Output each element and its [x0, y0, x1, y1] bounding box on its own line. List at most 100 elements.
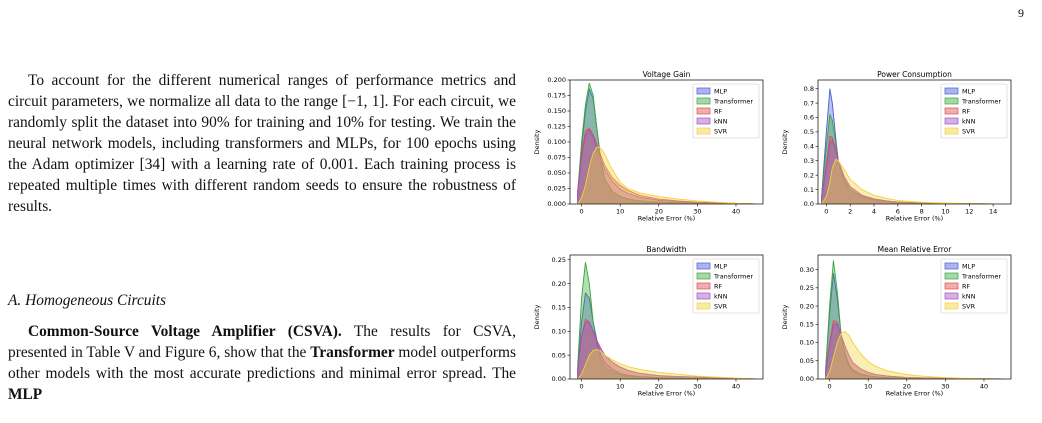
legend-swatch-transformer [944, 272, 959, 280]
legend-label-transformer: Transformer [961, 273, 1001, 281]
legend-swatch-rf [696, 107, 711, 115]
x-tick-label: 30 [693, 208, 701, 216]
legend: MLP Transformer RF kNN SVR [692, 258, 760, 314]
y-tick-label: 0.30 [800, 266, 814, 274]
legend-label-knn: kNN [714, 293, 728, 301]
y-tick-label: 0.2 [804, 171, 814, 179]
x-tick-label: 10 [864, 383, 872, 391]
legend-swatch-svr [696, 127, 711, 135]
y-tick-label: 0.20 [552, 280, 566, 288]
csva-bold-mlp: MLP [8, 386, 43, 403]
x-axis-label: Relative Error (%) [638, 215, 695, 223]
legend: MLP Transformer RF kNN SVR [940, 83, 1008, 139]
legend-swatch-svr [944, 127, 959, 135]
x-tick-label: 40 [732, 208, 740, 216]
subplot-title: Power Consumption [877, 70, 952, 79]
y-tick-label: 0.6 [804, 114, 814, 122]
series-group [825, 260, 1004, 379]
legend-label-mlp: MLP [962, 263, 975, 271]
y-tick-label: 0.15 [800, 320, 814, 328]
legend-box [692, 258, 760, 314]
legend-swatch-transformer [696, 272, 711, 280]
x-tick-label: 20 [655, 383, 663, 391]
y-tick-label: 0.000 [547, 200, 566, 208]
x-tick-label: 6 [896, 208, 900, 216]
paragraph-normalization: To account for the different numerical r… [8, 72, 516, 215]
legend-swatch-rf [944, 282, 959, 290]
x-tick-label: 12 [965, 208, 973, 216]
subplot-2: Bandwidth 0 10 20 30 40 0.00 0.05 0.10 0.15 0.20 0.… [533, 245, 764, 398]
y-tick-label: 0.0 [804, 200, 814, 208]
legend-label-svr: SVR [962, 303, 976, 311]
subplot-3: Mean Relative Error 0 10 20 30 40 0.00 0.05 0.10… [781, 245, 1012, 398]
y-tick-label: 0.15 [552, 304, 566, 312]
figure-error-density: Voltage Gain 0 10 20 30 40 0.000 0.025 0.050 0.07… [530, 60, 1035, 418]
y-axis-label: Density [781, 304, 789, 329]
y-tick-label: 0.150 [547, 107, 566, 115]
density-area-knn [577, 321, 756, 379]
y-tick-label: 0.100 [547, 138, 566, 146]
x-tick-label: 10 [616, 208, 624, 216]
series-group [821, 88, 994, 204]
csva-text-2: model outperforms other models with the … [8, 344, 516, 382]
legend-label-transformer: Transformer [961, 98, 1001, 106]
y-tick-label: 0.1 [804, 186, 814, 194]
x-tick-label: 10 [616, 383, 624, 391]
legend-swatch-rf [944, 107, 959, 115]
legend-swatch-knn [696, 292, 711, 300]
legend-swatch-knn [696, 117, 711, 125]
subplot-title: Bandwidth [647, 245, 687, 254]
x-tick-label: 0 [580, 208, 584, 216]
subplot-title: Mean Relative Error [878, 245, 953, 254]
legend-label-rf: RF [962, 108, 971, 116]
y-tick-label: 0.05 [800, 357, 814, 365]
x-tick-label: 30 [693, 383, 701, 391]
series-group [577, 262, 756, 379]
legend: MLP Transformer RF kNN SVR [940, 258, 1008, 314]
legend-label-rf: RF [714, 283, 723, 291]
density-area-knn [577, 128, 756, 204]
y-tick-label: 0.25 [552, 256, 566, 264]
legend-label-knn: kNN [962, 293, 976, 301]
page-number: 9 [1018, 6, 1024, 20]
x-tick-label: 40 [732, 383, 740, 391]
legend-label-mlp: MLP [714, 88, 727, 96]
legend-swatch-svr [944, 302, 959, 310]
y-tick-label: 0.3 [804, 157, 814, 165]
x-tick-label: 20 [655, 208, 663, 216]
legend-swatch-mlp [944, 87, 959, 95]
y-tick-label: 0.20 [800, 302, 814, 310]
legend-label-svr: SVR [962, 128, 976, 136]
legend-box [940, 83, 1008, 139]
legend-box [692, 83, 760, 139]
x-tick-label: 20 [903, 383, 911, 391]
y-tick-label: 0.5 [804, 128, 814, 136]
y-tick-label: 0.050 [547, 169, 566, 177]
legend-label-svr: SVR [714, 128, 728, 136]
y-tick-label: 0.10 [800, 339, 814, 347]
x-tick-label: 40 [980, 383, 988, 391]
axes-frame [817, 254, 1012, 380]
density-area-svr [825, 331, 1004, 379]
csva-lead: Common-Source Voltage Amplifier (CSVA). [28, 323, 342, 340]
legend-label-transformer: Transformer [713, 98, 753, 106]
legend-swatch-mlp [696, 87, 711, 95]
y-tick-label: 0.00 [552, 375, 566, 383]
legend-swatch-mlp [696, 262, 711, 270]
legend-label-transformer: Transformer [713, 273, 753, 281]
legend-swatch-knn [944, 292, 959, 300]
subplot-title: Voltage Gain [643, 70, 691, 79]
legend-swatch-mlp [944, 262, 959, 270]
section-heading: A. Homogeneous Circuits [8, 292, 167, 309]
series-group [577, 82, 756, 204]
csva-text-1: The results for CSVA, presented in Table… [8, 323, 516, 361]
y-tick-label: 0.8 [804, 85, 814, 93]
y-tick-label: 0.7 [804, 99, 814, 107]
density-area-svr [577, 348, 756, 379]
y-tick-label: 0.00 [800, 375, 814, 383]
legend-label-mlp: MLP [962, 88, 975, 96]
legend-swatch-knn [944, 117, 959, 125]
y-tick-label: 0.05 [552, 351, 566, 359]
subplot-0: Voltage Gain 0 10 20 30 40 0.000 0.025 0.050 0.07… [533, 70, 764, 223]
x-tick-label: 30 [941, 383, 949, 391]
